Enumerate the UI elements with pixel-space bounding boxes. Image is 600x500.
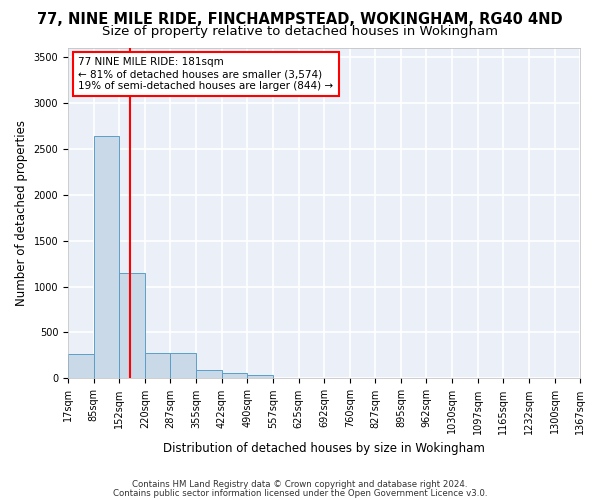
Bar (196, 370, 221, 378)
Text: 77 NINE MILE RIDE: 181sqm
← 81% of detached houses are smaller (3,574)
19% of se: 77 NINE MILE RIDE: 181sqm ← 81% of detac… (78, 58, 334, 90)
Text: Size of property relative to detached houses in Wokingham: Size of property relative to detached ho… (102, 25, 498, 38)
Bar (247, 375, 273, 378)
Bar (94, 136, 119, 378)
Bar (221, 373, 247, 378)
Y-axis label: Number of detached properties: Number of detached properties (15, 120, 28, 306)
Bar (68, 354, 94, 378)
X-axis label: Distribution of detached houses by size in Wokingham: Distribution of detached houses by size … (163, 442, 485, 455)
Text: Contains HM Land Registry data © Crown copyright and database right 2024.: Contains HM Land Registry data © Crown c… (132, 480, 468, 489)
Bar (170, 352, 196, 378)
Text: 77, NINE MILE RIDE, FINCHAMPSTEAD, WOKINGHAM, RG40 4ND: 77, NINE MILE RIDE, FINCHAMPSTEAD, WOKIN… (37, 12, 563, 28)
Text: Contains public sector information licensed under the Open Government Licence v3: Contains public sector information licen… (113, 489, 487, 498)
Bar (145, 352, 170, 378)
Bar (119, 272, 145, 378)
